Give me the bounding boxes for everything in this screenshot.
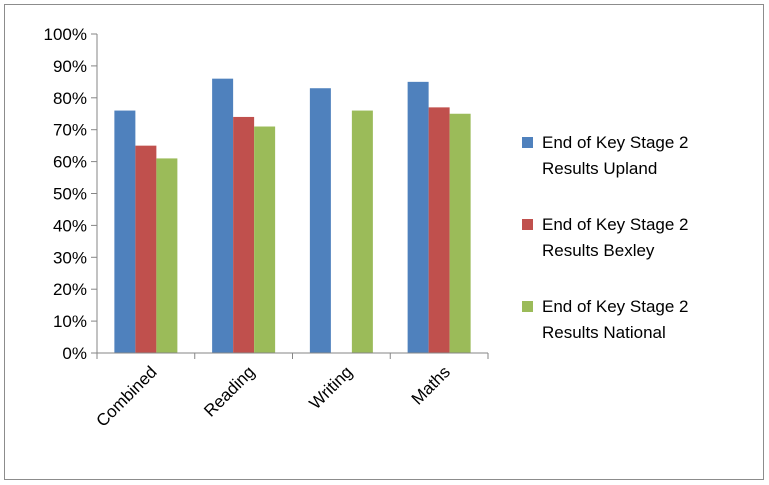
- legend-label: Results Bexley: [542, 241, 655, 260]
- bar-combined-series-2: [135, 145, 157, 353]
- bars: [114, 78, 471, 354]
- y-tick-label: 40%: [53, 216, 87, 235]
- bar-reading-series-3: [254, 126, 276, 353]
- bar-maths-series-1: [407, 81, 429, 353]
- bar-maths-series-3: [449, 113, 471, 353]
- bar-writing-series-3: [351, 110, 373, 353]
- legend-swatch: [522, 137, 533, 148]
- y-tick-label: 70%: [53, 121, 87, 140]
- legend-label: Results Upland: [542, 159, 657, 178]
- y-tick-label: 10%: [53, 312, 87, 331]
- y-tick-label: 80%: [53, 89, 87, 108]
- y-tick-label: 60%: [53, 153, 87, 172]
- y-tick-label: 90%: [53, 57, 87, 76]
- bar-reading-series-2: [233, 116, 255, 353]
- x-category-label: Reading: [200, 362, 258, 420]
- y-tick-label: 20%: [53, 280, 87, 299]
- legend-label: Results National: [542, 323, 666, 342]
- y-tick-label: 50%: [53, 185, 87, 204]
- x-axis: Combined Reading Writing Maths: [92, 352, 489, 431]
- y-tick-label: 0%: [62, 344, 87, 363]
- y-tick-label: 30%: [53, 248, 87, 267]
- bar-reading-series-1: [212, 78, 234, 353]
- bar-maths-series-2: [428, 107, 450, 354]
- x-category-label: Writing: [306, 362, 357, 413]
- bar-writing-series-1: [309, 88, 331, 353]
- legend-label: End of Key Stage 2: [542, 297, 689, 316]
- bar-combined-series-3: [156, 158, 178, 353]
- legend-swatch: [522, 219, 533, 230]
- legend-label: End of Key Stage 2: [542, 215, 689, 234]
- legend-label: End of Key Stage 2: [542, 133, 689, 152]
- x-category-label: Combined: [92, 362, 160, 430]
- legend: End of Key Stage 2 Results Upland End of K…: [522, 133, 689, 342]
- legend-swatch: [522, 301, 533, 312]
- bar-combined-series-1: [114, 110, 136, 353]
- x-category-label: Maths: [408, 362, 454, 408]
- y-tick-label: 100%: [44, 25, 87, 44]
- y-axis: 0% 10% 20% 30% 40% 50% 60% 70% 80% 90% 100%: [44, 25, 98, 363]
